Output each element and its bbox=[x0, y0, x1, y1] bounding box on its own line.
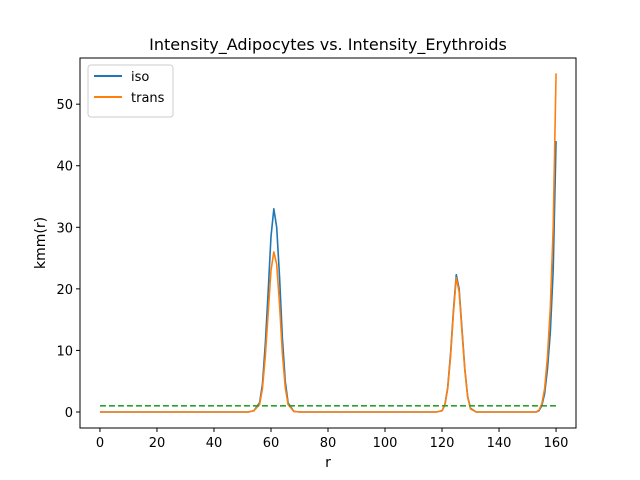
x-axis-ticks: 0 20 40 60 80 100 120 140 160 bbox=[96, 428, 569, 451]
plot-area bbox=[79, 57, 577, 429]
y-tick-label: 50 bbox=[56, 98, 73, 113]
series-layer bbox=[99, 73, 557, 413]
y-tick-label: 40 bbox=[56, 160, 73, 175]
legend-label-iso: iso bbox=[131, 70, 149, 85]
legend-box bbox=[87, 64, 174, 118]
chart-title: Intensity_Adipocytes vs. Intensity_Eryth… bbox=[149, 35, 507, 55]
x-tick-label: 160 bbox=[544, 436, 569, 451]
x-tick-label: 140 bbox=[487, 436, 512, 451]
x-tick-label: 40 bbox=[206, 436, 223, 451]
y-tick-label: 0 bbox=[65, 406, 73, 421]
x-tick-label: 80 bbox=[320, 436, 337, 451]
y-tick-label: 30 bbox=[56, 221, 73, 236]
x-tick-label: 20 bbox=[149, 436, 166, 451]
y-axis-label: kmm(r) bbox=[33, 217, 49, 269]
x-tick-label: 120 bbox=[430, 436, 455, 451]
x-axis-label: r bbox=[325, 455, 331, 471]
y-tick-label: 10 bbox=[56, 344, 73, 359]
legend: iso trans bbox=[87, 64, 174, 118]
y-tick-label: 20 bbox=[56, 283, 73, 298]
legend-label-trans: trans bbox=[131, 91, 165, 106]
x-tick-label: 100 bbox=[373, 436, 398, 451]
x-tick-label: 60 bbox=[263, 436, 280, 451]
y-axis-ticks: 0 10 20 30 40 50 bbox=[56, 98, 80, 421]
x-tick-label: 0 bbox=[96, 436, 104, 451]
